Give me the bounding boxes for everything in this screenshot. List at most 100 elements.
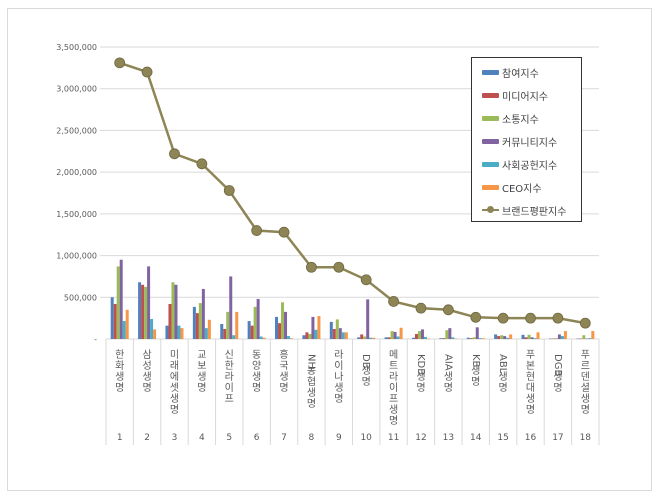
- bar: [451, 337, 455, 339]
- y-tick-label: -: [94, 335, 97, 344]
- category-label: 에: [170, 371, 179, 383]
- category-label: 농: [307, 365, 316, 377]
- category-label: 생: [444, 371, 453, 383]
- bar: [521, 334, 525, 339]
- bar: [113, 303, 117, 339]
- bar: [387, 337, 391, 339]
- bar: [275, 316, 279, 339]
- bar: [369, 337, 373, 339]
- bar: [153, 329, 157, 339]
- line-marker: [306, 261, 317, 273]
- bar: [332, 328, 336, 339]
- bar: [302, 335, 306, 339]
- legend-item-media: 미디어지수: [482, 88, 548, 103]
- line-marker: [169, 148, 180, 160]
- line-marker: [196, 158, 208, 170]
- bar: [144, 286, 148, 339]
- bar: [585, 338, 589, 340]
- line-marker: [497, 312, 509, 324]
- bar: [119, 259, 123, 339]
- legend-swatch-icon: [482, 69, 499, 75]
- bar: [357, 337, 361, 339]
- y-tick-label: 500,000: [64, 293, 97, 302]
- category-label: 명: [471, 376, 480, 388]
- category-label: 명: [526, 404, 535, 416]
- line-marker: [223, 185, 235, 196]
- y-tick-label: 1,500,000: [56, 210, 97, 219]
- category-label: 명: [334, 393, 343, 405]
- rank-label: 10: [360, 433, 372, 443]
- category-label: 한: [115, 349, 124, 361]
- category-label: 흥: [279, 348, 288, 361]
- line-marker: [333, 261, 345, 273]
- category-label: 생: [252, 371, 261, 383]
- bar: [338, 328, 342, 339]
- rank-label: 14: [470, 433, 482, 443]
- legend-item-social-contribution: 사회공헌지수: [482, 157, 557, 172]
- bar: [469, 338, 473, 339]
- bar: [588, 338, 592, 339]
- category-label: 생: [197, 371, 206, 383]
- legend-swatch-icon: [482, 184, 499, 190]
- rank-label: 16: [525, 433, 537, 443]
- category-label: 라: [389, 371, 398, 383]
- category-label: 동: [252, 349, 261, 361]
- bar: [576, 338, 580, 340]
- bar: [417, 331, 421, 339]
- rank-label: 6: [254, 433, 260, 443]
- line-marker: [415, 302, 427, 314]
- y-tick-label: 3,000,000: [56, 85, 97, 94]
- bar: [259, 336, 263, 339]
- category-label: 명: [142, 382, 151, 394]
- category-label: 양: [252, 360, 261, 372]
- rank-label: 4: [199, 433, 205, 443]
- bar: [341, 332, 345, 339]
- category-label: AIA: [442, 354, 453, 371]
- category-label: 명: [170, 404, 179, 416]
- category-label: 한: [225, 360, 234, 372]
- rank-label: 3: [172, 433, 178, 443]
- bar: [533, 338, 537, 339]
- category-label: 생: [279, 371, 288, 383]
- bar: [171, 282, 175, 339]
- bar: [174, 284, 178, 339]
- category-label: 명: [581, 404, 590, 416]
- category-label: 현: [526, 371, 535, 383]
- category-label: 생: [142, 371, 151, 383]
- category-label: 셜: [581, 382, 590, 394]
- legend-swatch-icon: [482, 92, 499, 98]
- line-marker: [251, 225, 263, 236]
- category-label: KB: [470, 354, 481, 368]
- rank-label: 9: [336, 433, 342, 443]
- category-label: 생: [334, 382, 343, 394]
- bar: [168, 303, 172, 339]
- bar: [192, 306, 196, 339]
- legend-item-participation: 참여지수: [482, 65, 539, 80]
- category-label: 생: [553, 371, 562, 383]
- bar: [125, 309, 129, 339]
- bar: [551, 338, 555, 340]
- category-label: 푸: [581, 350, 590, 361]
- bar: [390, 331, 394, 339]
- legend-item-ceo: CEO지수: [482, 180, 542, 195]
- bar: [372, 337, 376, 339]
- y-tick-label: 2,500,000: [56, 126, 97, 135]
- bar: [287, 336, 291, 339]
- rank-label: 11: [388, 433, 399, 443]
- category-label: 신: [225, 349, 234, 361]
- bar: [317, 316, 321, 339]
- category-label: 생: [307, 387, 316, 399]
- category-label: 라: [334, 349, 343, 361]
- category-label: 명: [553, 382, 562, 394]
- bar: [229, 276, 233, 339]
- category-label: 명: [416, 382, 425, 394]
- y-tick-label: 2,000,000: [56, 168, 97, 177]
- bar: [110, 297, 114, 339]
- category-label: 대: [526, 382, 535, 394]
- bar: [393, 331, 397, 339]
- bar: [481, 338, 485, 339]
- category-label: KDB: [415, 354, 426, 375]
- category-label: 화: [115, 360, 124, 372]
- rank-label: 5: [226, 433, 232, 443]
